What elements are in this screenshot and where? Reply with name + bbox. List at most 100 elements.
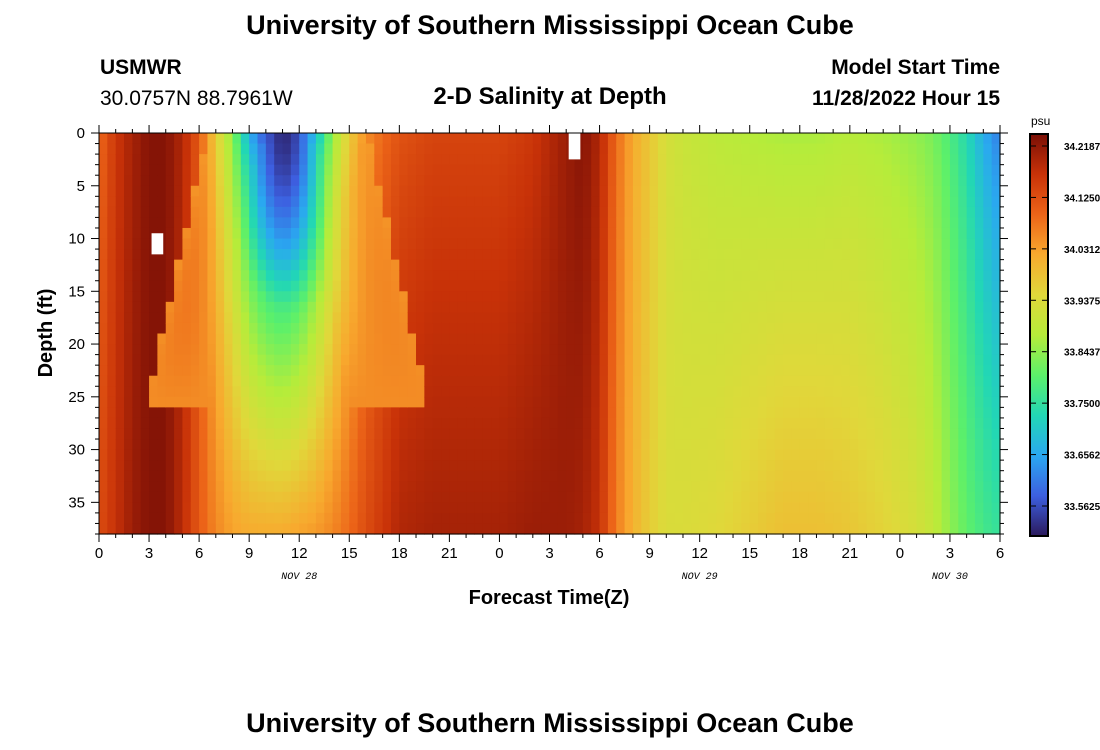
heat-cell	[991, 344, 1001, 356]
heat-cell	[124, 354, 133, 366]
heat-cell	[899, 449, 909, 461]
heat-cell	[808, 333, 818, 345]
heat-cell	[657, 375, 667, 387]
heat-cell	[165, 470, 175, 482]
heat-cell	[149, 322, 158, 335]
heat-cell	[374, 217, 384, 229]
heat-cell	[949, 196, 959, 208]
heat-cell	[549, 206, 559, 219]
heat-cell	[307, 238, 317, 250]
heat-cell	[741, 396, 751, 408]
heat-cell	[858, 354, 868, 366]
heat-cell	[324, 481, 334, 493]
heat-cell	[324, 249, 334, 261]
heat-cell	[632, 375, 642, 387]
heat-cell	[624, 133, 634, 145]
heat-cell	[991, 249, 1001, 261]
heat-cell	[724, 523, 734, 535]
heat-cell	[874, 481, 884, 493]
heat-cell	[949, 322, 959, 335]
heat-cell	[716, 143, 726, 155]
heat-cell	[265, 280, 275, 292]
heat-cell	[499, 386, 509, 398]
heat-cell	[816, 417, 826, 430]
heat-cell	[257, 133, 267, 145]
heat-cell	[866, 502, 876, 514]
heat-cell	[858, 460, 868, 472]
heat-cell	[958, 333, 968, 345]
heat-cell	[274, 175, 284, 187]
heat-cell	[215, 196, 225, 208]
heat-cell	[307, 386, 317, 398]
heat-cell	[124, 386, 133, 398]
heat-cell	[107, 259, 117, 271]
heat-cell	[115, 512, 125, 525]
heat-cell	[491, 470, 501, 482]
heat-cell	[607, 344, 617, 356]
heat-cell	[207, 375, 217, 387]
heat-cell	[290, 196, 300, 208]
heat-cell	[157, 523, 167, 535]
heat-cell	[449, 386, 459, 398]
heat-cell	[641, 375, 651, 387]
heat-cell	[215, 238, 225, 250]
heat-cell	[374, 491, 384, 503]
heat-cell	[399, 164, 409, 176]
heat-cell	[124, 491, 133, 503]
heat-cell	[866, 396, 876, 408]
heat-cell	[724, 460, 734, 472]
heat-cell	[374, 512, 384, 525]
heat-cell	[557, 512, 567, 525]
heat-cell	[107, 238, 117, 250]
heat-cell	[132, 133, 142, 145]
heat-cell	[457, 185, 467, 197]
heat-cell	[758, 206, 767, 219]
heat-cell	[799, 375, 809, 387]
heat-cell	[132, 481, 142, 493]
heat-cell	[324, 407, 334, 419]
heat-cell	[674, 312, 684, 324]
heat-cell	[833, 249, 843, 261]
heat-cell	[682, 322, 692, 335]
heat-cell	[507, 133, 517, 145]
heat-cell	[858, 227, 868, 240]
heat-cell	[991, 407, 1001, 419]
heat-cell	[349, 280, 359, 292]
heat-cell	[365, 206, 375, 219]
heat-cell	[582, 133, 592, 145]
heat-cell	[165, 291, 175, 303]
heat-cell	[474, 238, 484, 250]
heat-cell	[949, 164, 959, 176]
heat-cell	[616, 301, 626, 313]
heat-cell	[182, 280, 192, 292]
heat-cell	[249, 396, 259, 408]
heat-cell	[374, 439, 384, 451]
heat-cell	[716, 428, 726, 440]
heat-cell	[357, 175, 367, 187]
heat-cell	[783, 175, 793, 187]
heat-cell	[991, 175, 1001, 187]
heat-cell	[432, 196, 442, 208]
heat-cell	[524, 523, 534, 535]
heat-cell	[424, 154, 434, 166]
heat-cell	[224, 365, 234, 377]
heat-cell	[449, 354, 459, 366]
heat-cell	[774, 512, 784, 525]
heat-cell	[190, 460, 200, 472]
heat-cell	[416, 164, 425, 176]
heat-cell	[741, 164, 751, 176]
heat-cell	[783, 386, 793, 398]
heat-cell	[916, 185, 926, 197]
heat-cell	[190, 365, 200, 377]
heat-cell	[340, 312, 350, 324]
heat-cell	[499, 502, 509, 514]
heat-cell	[916, 344, 926, 356]
heat-cell	[466, 396, 476, 408]
heat-cell	[299, 217, 309, 229]
heat-cell	[833, 270, 843, 282]
heat-cell	[416, 259, 425, 271]
heat-cell	[165, 512, 175, 525]
heat-cell	[165, 217, 175, 229]
model-start-time: 11/28/2022 Hour 15	[812, 87, 1000, 110]
